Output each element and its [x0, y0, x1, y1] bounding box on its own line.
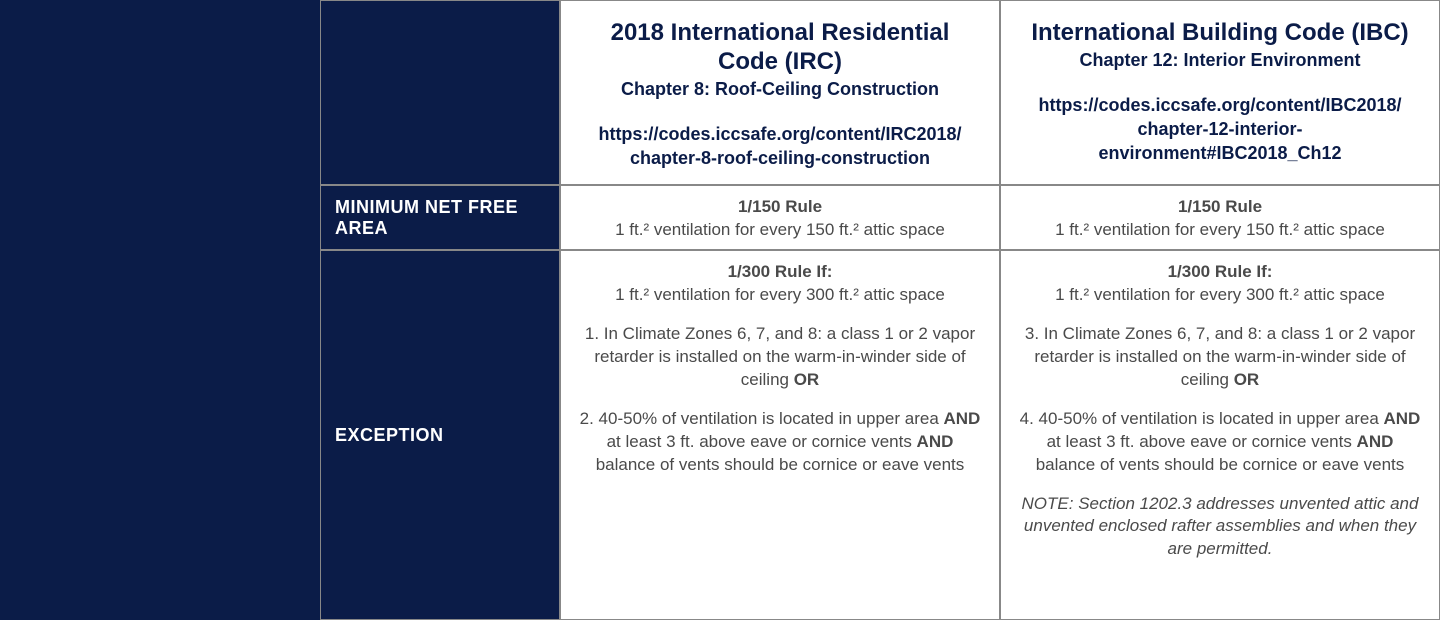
- rule-text: 1 ft.² ventilation for every 150 ft.² at…: [1019, 219, 1421, 242]
- exception-item-1: 3. In Climate Zones 6, 7, and 8: a class…: [1019, 323, 1421, 392]
- col-url[interactable]: https://codes.iccsafe.org/content/IBC201…: [1021, 93, 1419, 166]
- col-header-ibc: International Building Code (IBC) Chapte…: [1000, 0, 1440, 185]
- col-title: 2018 International Residential Code (IRC…: [581, 19, 979, 77]
- col-subtitle: Chapter 12: Interior Environment: [1021, 50, 1419, 71]
- cell-irc-exception: 1/300 Rule If: 1 ft.² ventilation for ev…: [560, 250, 1000, 620]
- col-title: International Building Code (IBC): [1021, 19, 1419, 48]
- exception-title: 1/300 Rule If:: [1019, 261, 1421, 284]
- exception-title: 1/300 Rule If:: [579, 261, 981, 284]
- row-label: MINIMUM NET FREE AREA: [335, 197, 545, 239]
- exception-subtitle: 1 ft.² ventilation for every 300 ft.² at…: [1019, 284, 1421, 307]
- left-gutter: [0, 0, 320, 620]
- row-header-blank: [320, 0, 560, 185]
- exception-subtitle: 1 ft.² ventilation for every 300 ft.² at…: [579, 284, 981, 307]
- col-subtitle: Chapter 8: Roof-Ceiling Construction: [581, 79, 979, 100]
- cell-ibc-rule: 1/150 Rule 1 ft.² ventilation for every …: [1000, 185, 1440, 250]
- comparison-table: 2018 International Residential Code (IRC…: [0, 0, 1440, 620]
- cell-irc-rule: 1/150 Rule 1 ft.² ventilation for every …: [560, 185, 1000, 250]
- col-url[interactable]: https://codes.iccsafe.org/content/IRC201…: [581, 122, 979, 171]
- cell-ibc-exception: 1/300 Rule If: 1 ft.² ventilation for ev…: [1000, 250, 1440, 620]
- exception-note: NOTE: Section 1202.3 addresses unvented …: [1019, 493, 1421, 562]
- exception-item-2: 2. 40-50% of ventilation is located in u…: [579, 408, 981, 477]
- row-header-exception: EXCEPTION: [320, 250, 560, 620]
- exception-item-1: 1. In Climate Zones 6, 7, and 8: a class…: [579, 323, 981, 392]
- exception-item-2: 4. 40-50% of ventilation is located in u…: [1019, 408, 1421, 477]
- row-header-min-net-free-area: MINIMUM NET FREE AREA: [320, 185, 560, 250]
- rule-text: 1 ft.² ventilation for every 150 ft.² at…: [579, 219, 981, 242]
- col-header-irc: 2018 International Residential Code (IRC…: [560, 0, 1000, 185]
- rule-title: 1/150 Rule: [1019, 196, 1421, 219]
- rule-title: 1/150 Rule: [579, 196, 981, 219]
- row-label: EXCEPTION: [335, 425, 444, 446]
